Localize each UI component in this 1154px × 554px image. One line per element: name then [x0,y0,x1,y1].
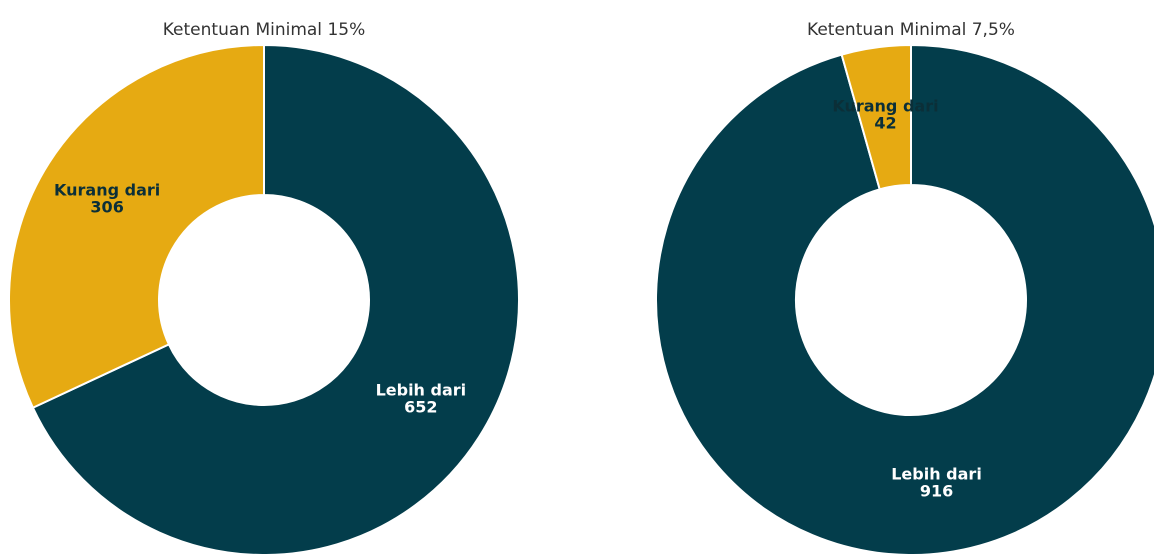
slice-label: Kurang dari [54,181,160,200]
slice-label: Lebih dari [376,380,467,399]
donut-slice [840,43,912,191]
donut-slice [8,43,265,410]
slice-label: Kurang dari [832,96,938,115]
slice-value: 306 [90,198,123,217]
chart-title: Ketentuan Minimal 7,5% [807,20,1015,40]
chart-title: Ketentuan Minimal 15% [163,20,365,40]
donut-slice [655,43,1154,554]
slice-value: 916 [920,482,953,501]
donut-slice [31,43,520,554]
slice-value: 42 [874,113,896,132]
slice-value: 652 [404,397,437,416]
slice-label: Lebih dari [891,465,982,484]
